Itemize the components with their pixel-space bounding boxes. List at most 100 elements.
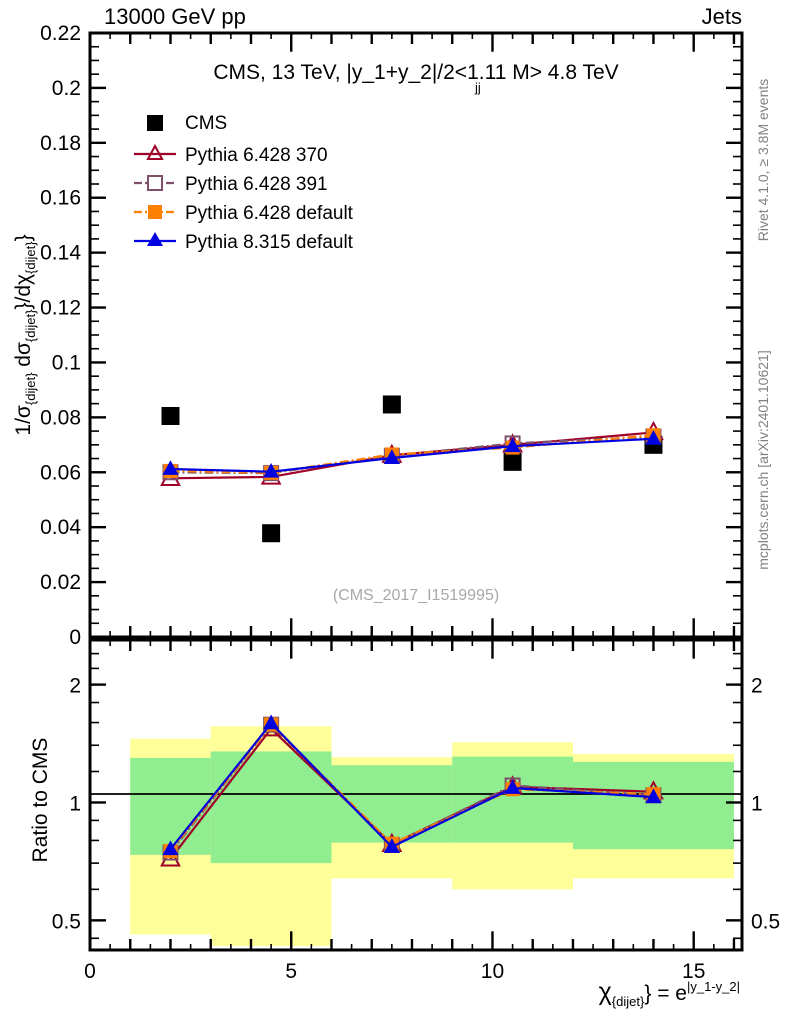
ylabel-p2: dσ — [12, 342, 35, 373]
band-inner-1 — [210, 751, 332, 864]
main-ytick-7: 0.14 — [40, 242, 81, 265]
plot-title: CMS, 13 TeV, |y_1+y_2|/2<1.11 M> 4.8 TeV — [213, 61, 618, 84]
watermark: (CMS_2017_I1519995) — [333, 587, 499, 604]
ratio-plot-frame — [88, 638, 744, 952]
filled-triangle-marker — [162, 840, 179, 856]
main-y-ticks — [90, 31, 742, 639]
open-triangle-icon — [146, 143, 164, 160]
ylabel-sub2: {dijet} — [23, 309, 38, 342]
xtick-0: 0 — [84, 960, 96, 983]
legend-label-4: Pythia 8.315 default — [185, 232, 354, 253]
xlabel-sub: {dijet} — [612, 994, 645, 1009]
series-line — [170, 437, 654, 473]
filled-square-marker — [161, 406, 180, 425]
series-0 — [161, 395, 663, 543]
ratio-ytick-left-0: 0.5 — [52, 910, 81, 933]
legend-item-pythia6-391[interactable]: Pythia 6.428 391 — [134, 174, 328, 195]
plot-title-subscript: jj — [474, 80, 481, 95]
x-axis-tick-labels: 0 5 10 15 — [84, 960, 705, 983]
main-ytick-8: 0.16 — [40, 187, 81, 210]
ratio-data-series — [160, 714, 664, 867]
filled-triangle-marker — [263, 462, 280, 478]
header-left: 13000 GeV pp — [104, 4, 246, 29]
main-ytick-5: 0.1 — [52, 351, 81, 374]
sidebar-bottom-group: mcplots.cern.ch [arXiv:2401.10621] — [755, 350, 771, 569]
filled-triangle-marker — [504, 437, 521, 453]
ratio-series-3 — [162, 714, 662, 856]
main-ytick-1: 0.02 — [40, 571, 81, 594]
legend-label-3: Pythia 6.428 default — [185, 203, 354, 224]
svg-text:1/σ{dijet} dσ{dijet}}/dχ{dijet: 1/σ{dijet} dσ{dijet}}/dχ{dijet}} — [12, 234, 38, 435]
legend-item-pythia6-default[interactable]: Pythia 6.428 default — [134, 203, 354, 224]
main-x-ticks — [88, 33, 736, 637]
legend-label-0: CMS — [185, 113, 227, 134]
xlabel-sup: |y_1-y_2| — [687, 979, 740, 994]
ylabel-p4: } — [12, 234, 35, 241]
ratio-ytick-right-0: 0.5 — [751, 910, 780, 933]
ratio-ytick-left-2: 2 — [69, 675, 81, 698]
xtick-3: 15 — [682, 960, 705, 983]
band-inner-3 — [452, 756, 573, 843]
main-data-series — [160, 395, 664, 543]
filled-square-icon — [148, 205, 162, 219]
main-ytick-2: 0.04 — [40, 516, 81, 539]
ratio-y-tick-labels: 0.5 0.5 1 1 2 2 — [52, 675, 780, 934]
filled-triangle-marker — [645, 430, 662, 445]
x-axis-title: χ{dijet}} = e|y_1-y_2| — [599, 978, 740, 1009]
main-ytick-11: 0.22 — [40, 22, 81, 45]
main-ytick-10: 0.2 — [52, 77, 81, 100]
legend-item-pythia6-370[interactable]: Pythia 6.428 370 — [134, 143, 328, 166]
series-3 — [163, 428, 661, 480]
legend-item-cms[interactable]: CMS — [147, 113, 227, 134]
open-square-icon — [147, 175, 163, 191]
filled-triangle-marker — [383, 838, 400, 853]
xlabel-eq: } = e — [644, 982, 687, 1005]
band-inner-0 — [130, 757, 211, 855]
filled-square-marker — [382, 395, 401, 414]
sidebar-top-group: Rivet 4.1.0, ≥ 3.8M events — [755, 79, 771, 242]
legend-label-2: Pythia 6.428 391 — [185, 174, 328, 195]
main-y-tick-labels: 0 0.02 0.04 0.06 0.08 0.1 0.12 0.14 0.16 0.18 0.2 0… — [40, 22, 81, 649]
xtick-2: 10 — [481, 960, 504, 983]
main-ytick-3: 0.06 — [40, 461, 81, 484]
ylabel-sub1: {dijet} — [23, 372, 38, 405]
ratio-x-ticks — [88, 640, 736, 950]
plot-title-text: CMS, 13 TeV, |y_1+y_2|/2<1.11 M> 4.8 TeV — [213, 61, 618, 84]
ratio-y-ticks — [90, 639, 742, 940]
ylabel-sub3: {dijet} — [23, 241, 38, 274]
series-2 — [162, 428, 662, 482]
ylabel-p3: }/dχ — [12, 274, 35, 310]
filled-triangle-marker — [383, 449, 400, 464]
main-ytick-6: 0.12 — [40, 297, 81, 320]
main-ytick-9: 0.18 — [40, 132, 81, 155]
ratio-uncertainty-bands — [130, 726, 734, 946]
header-right: Jets — [702, 4, 742, 29]
xtick-1: 5 — [285, 960, 297, 983]
legend-label-1: Pythia 6.428 370 — [185, 145, 328, 166]
ratio-ytick-left-1: 1 — [69, 792, 81, 815]
filled-square-marker — [262, 524, 281, 543]
filled-triangle-marker — [645, 788, 662, 804]
series-4 — [162, 430, 662, 478]
legend: CMS Pythia 6.428 370 Pythia 6.428 391 Py… — [134, 113, 354, 253]
ylabel-p1: 1/σ — [12, 405, 35, 436]
main-ytick-0: 0 — [69, 626, 81, 649]
filled-triangle-marker — [504, 779, 521, 794]
filled-triangle-marker — [263, 714, 280, 730]
ratio-ylabel: Ratio to CMS — [29, 738, 52, 863]
filled-square-marker — [503, 452, 522, 471]
filled-square-icon — [147, 115, 163, 131]
main-ytick-4: 0.08 — [40, 406, 81, 429]
filled-triangle-marker — [162, 460, 179, 475]
band-inner-4 — [572, 761, 734, 850]
ratio-ytick-right-1: 1 — [751, 792, 763, 815]
filled-triangle-icon — [147, 232, 163, 246]
mcplots-source-label: mcplots.cern.ch [arXiv:2401.10621] — [755, 350, 771, 569]
legend-item-pythia8-default[interactable]: Pythia 8.315 default — [134, 232, 354, 253]
xlabel-chi: χ — [599, 978, 612, 1006]
ratio-ytick-right-2: 2 — [751, 675, 763, 698]
ratio-ylabel-group: Ratio to CMS — [29, 738, 52, 863]
rivet-version-label: Rivet 4.1.0, ≥ 3.8M events — [755, 79, 771, 242]
